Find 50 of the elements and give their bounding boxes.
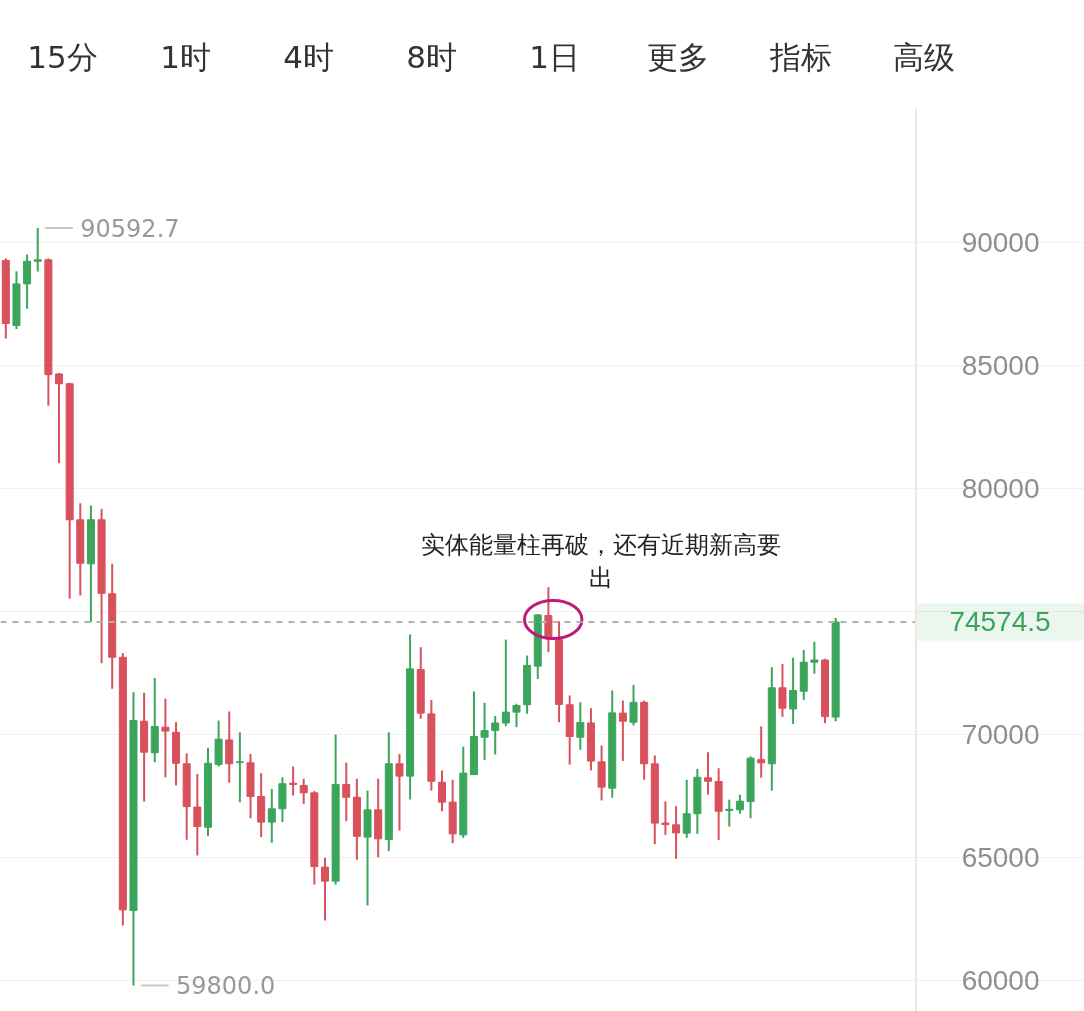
candlestick (320, 856, 329, 922)
y-tick-label: 70000 (961, 719, 1040, 751)
candlestick (289, 765, 298, 797)
candlestick (703, 751, 712, 796)
candlestick (235, 731, 244, 804)
y-tick-label: 60000 (961, 965, 1040, 997)
candlestick (161, 697, 170, 779)
text: 8时 (406, 38, 457, 75)
candlestick (501, 638, 510, 728)
text: 指标 (768, 38, 832, 75)
y-tick-label: 85000 (961, 350, 1040, 382)
candlestick (810, 640, 819, 675)
candlestick (618, 699, 627, 763)
candlestick (491, 715, 500, 756)
candlestick (576, 701, 585, 751)
text: 高级 (892, 38, 955, 75)
text: 1时 (160, 38, 211, 75)
candlestick (682, 778, 691, 839)
candlestick (778, 662, 787, 719)
text: 更多 (646, 38, 709, 75)
annotation: 实体能量柱再破，还有近期新高要出 (420, 530, 781, 593)
candlestick (789, 656, 798, 725)
candlestick (299, 777, 308, 805)
annotation: 59800.0 (176, 972, 276, 1001)
candlestick (735, 793, 744, 815)
candlestick (544, 586, 553, 654)
ref-line-label: 74574.5 (949, 606, 1051, 638)
candlestick (395, 752, 404, 832)
annotation: 90592.7 (80, 214, 180, 243)
y-tick-label: 80000 (961, 473, 1040, 505)
candlestick (480, 701, 489, 761)
candlestick (342, 761, 351, 823)
candlestick (225, 710, 234, 784)
candlestick (512, 702, 521, 729)
candlestick (438, 769, 447, 813)
candlestick (629, 683, 638, 727)
candlestick (672, 805, 681, 860)
text: 4时 (283, 38, 334, 75)
candlestick (661, 800, 670, 836)
text: 15分 (27, 38, 98, 75)
y-tick-label: 90000 (961, 227, 1040, 259)
candlestick (757, 725, 766, 779)
candlestick (33, 226, 42, 273)
candlestick (267, 787, 276, 844)
candlestick (23, 253, 32, 310)
text: 1日 (529, 38, 580, 75)
candlestick (725, 798, 734, 828)
y-tick-label: 65000 (961, 842, 1040, 874)
candlestick (55, 371, 64, 465)
candlestick (193, 772, 202, 857)
